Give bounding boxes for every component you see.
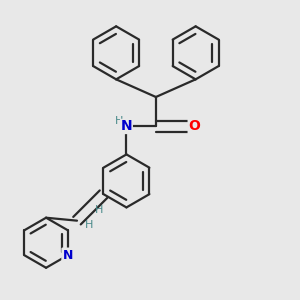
Text: H: H	[85, 220, 93, 230]
Text: N: N	[121, 119, 132, 134]
Text: H: H	[115, 116, 123, 126]
Text: H: H	[95, 206, 103, 215]
Text: O: O	[188, 119, 200, 134]
Text: N: N	[63, 249, 73, 262]
